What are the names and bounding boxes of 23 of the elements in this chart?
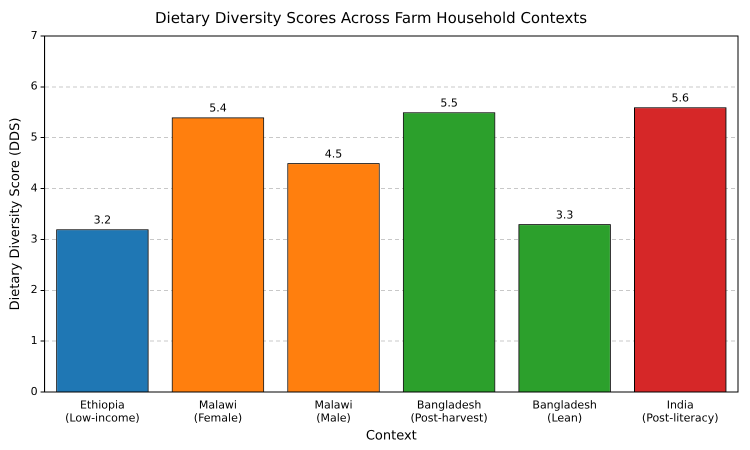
data-label: 5.4 [209,102,227,115]
data-label: 5.5 [440,96,458,110]
data-label: 4.5 [324,148,342,160]
data-label: 3.2 [94,214,112,227]
data-label: 3.3 [556,208,574,222]
y-tick-label: 5 [30,130,38,144]
chart-title: Dietary Diversity Scores Across Farm Household Contexts [154,8,588,27]
x-tick-label: Bangladesh (Post-harvest) [410,398,488,425]
y-tick-label: 1 [30,334,38,347]
x-axis-title: Context [366,428,417,444]
y-tick-label: 4 [30,181,38,194]
y-tick-label: 3 [30,232,38,246]
x-tick-label: Malawi (Female) [194,398,242,425]
x-tick-label: India (Post-literacy) [642,398,719,425]
x-tick-label: Bangladesh (Lean) [532,398,597,425]
y-tick-label: 6 [30,80,38,93]
y-axis-title: Dietary Diversity Score (DDS) [8,118,24,310]
y-tick-label: 7 [30,28,38,42]
x-tick-label: Ethiopia (Low-income) [65,398,140,425]
data-label: 5.6 [671,92,689,105]
y-tick-label: 2 [30,283,38,296]
y-tick-label: 0 [30,384,38,398]
x-tick-label: Malawi (Male) [314,398,353,425]
